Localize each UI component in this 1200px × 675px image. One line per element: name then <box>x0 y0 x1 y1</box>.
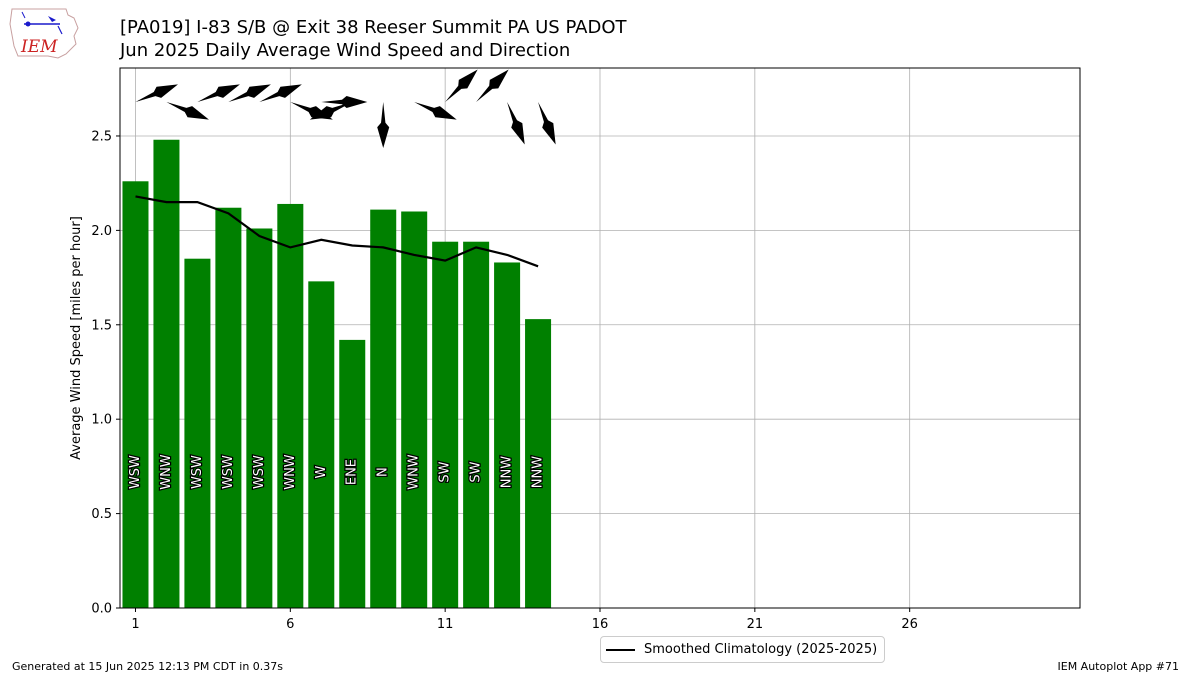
wind-arrow <box>507 102 525 145</box>
legend-label: Smoothed Climatology (2025-2025) <box>644 642 878 657</box>
bar <box>184 258 211 608</box>
bar <box>525 319 552 608</box>
y-tick-label: 2.0 <box>91 224 112 239</box>
bar-direction-label: SW <box>438 461 453 482</box>
x-tick-label: 26 <box>901 617 918 632</box>
bar-direction-label: NNW <box>500 456 515 488</box>
bars <box>122 139 552 609</box>
bar <box>153 139 180 609</box>
y-tick-label: 1.5 <box>91 318 112 333</box>
climatology-line <box>135 195 539 268</box>
wind-arrow <box>309 102 353 120</box>
wind-arrow <box>228 84 271 102</box>
wind-arrow <box>414 102 457 120</box>
wind-arrow <box>377 102 390 148</box>
bar-direction-label: WNW <box>407 454 422 490</box>
bar-direction-label: WSW <box>190 455 205 489</box>
wind-arrow <box>259 84 302 102</box>
x-axis: 1 6 11 16 21 26 <box>131 608 918 632</box>
bar-direction-label: WSW <box>252 455 267 489</box>
wind-arrow <box>197 84 240 102</box>
x-tick-label: 11 <box>437 617 454 632</box>
x-tick-label: 6 <box>286 617 294 632</box>
bar-direction-label: WNW <box>159 454 174 490</box>
bar <box>122 181 149 608</box>
bar-direction-label: WNW <box>283 454 298 490</box>
y-tick-label: 0.5 <box>91 507 112 522</box>
app-credit: IEM Autoplot App #71 <box>1057 660 1180 673</box>
bar <box>401 211 428 608</box>
bar-direction-label: ENE <box>345 459 360 485</box>
wind-arrow <box>445 69 478 102</box>
bar-direction-label: WSW <box>128 455 143 489</box>
bar-direction-label: WSW <box>221 455 236 489</box>
bar-direction-label: N <box>376 467 391 477</box>
y-axis-label: Average Wind Speed [miles per hour] <box>69 216 84 460</box>
legend: Smoothed Climatology (2025-2025) <box>600 636 886 663</box>
legend-line-swatch <box>606 648 635 651</box>
bar <box>370 209 397 608</box>
bar <box>432 241 459 608</box>
generated-timestamp: Generated at 15 Jun 2025 12:13 PM CDT in… <box>12 660 284 673</box>
chart-title: [PA019] I-83 S/B @ Exit 38 Reeser Summit… <box>120 17 627 38</box>
y-tick-label: 1.0 <box>91 413 112 428</box>
bar-direction-label: W <box>314 465 329 478</box>
bar <box>215 207 242 608</box>
iem-logo: IEM <box>9 8 79 59</box>
bar <box>246 228 273 609</box>
y-tick-label: 0.0 <box>91 602 112 617</box>
wind-arrow <box>538 102 556 145</box>
bar-direction-label: NNW <box>531 456 546 488</box>
x-tick-label: 1 <box>131 617 139 632</box>
bar <box>308 281 335 608</box>
bar <box>277 203 304 608</box>
bar <box>494 262 521 608</box>
wind-direction-arrows <box>135 69 556 148</box>
wind-arrow <box>135 84 178 102</box>
y-axis: 0.0 0.5 1.0 1.5 2.0 2.5 <box>91 129 120 617</box>
bar-direction-label: SW <box>469 461 484 482</box>
y-tick-label: 2.5 <box>91 129 112 144</box>
chart-subtitle: Jun 2025 Daily Average Wind Speed and Di… <box>120 40 571 61</box>
x-tick-label: 21 <box>747 617 764 632</box>
x-tick-label: 16 <box>592 617 609 632</box>
wind-arrow <box>476 69 509 102</box>
bar <box>339 339 366 608</box>
wind-arrow <box>166 102 209 120</box>
bar <box>463 241 490 608</box>
wind-arrow <box>321 96 368 108</box>
logo-text: IEM <box>20 37 58 57</box>
direction-labels: WSW WNW WSW WSW WSW WNW W ENE N WNW SW SW NNW NNW <box>127 453 547 491</box>
